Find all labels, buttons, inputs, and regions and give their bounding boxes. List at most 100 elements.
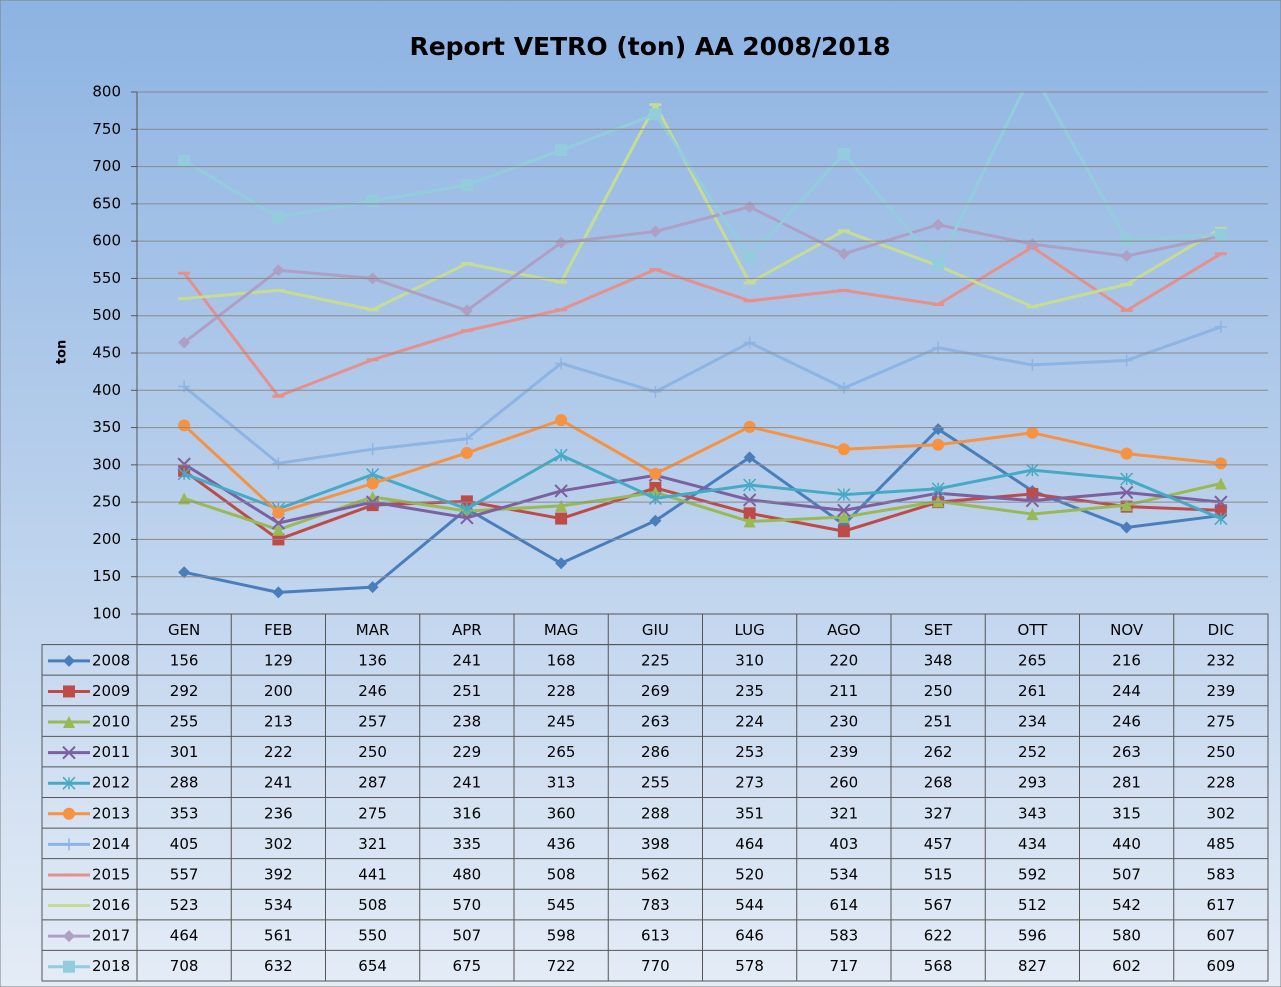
table-value: 351 xyxy=(735,804,764,822)
table-value: 246 xyxy=(358,682,387,700)
table-value: 353 xyxy=(170,804,199,822)
marker xyxy=(62,745,76,760)
x-tick-label: GEN xyxy=(168,621,200,639)
y-tick-label: 550 xyxy=(92,269,121,287)
marker xyxy=(272,457,285,470)
table-value: 583 xyxy=(830,927,859,945)
table-value: 168 xyxy=(547,651,576,669)
marker xyxy=(555,414,568,427)
x-tick-label: SET xyxy=(924,621,953,639)
marker xyxy=(178,419,191,432)
table-value: 250 xyxy=(924,682,953,700)
table-value: 246 xyxy=(1112,713,1141,731)
table-value: 287 xyxy=(358,774,387,792)
table-value: 327 xyxy=(924,804,953,822)
y-tick-label: 150 xyxy=(92,567,121,585)
y-tick-label: 300 xyxy=(92,455,121,473)
marker xyxy=(1026,426,1039,439)
table-value: 675 xyxy=(453,957,482,975)
marker xyxy=(554,448,568,462)
marker xyxy=(272,523,285,536)
table-value: 265 xyxy=(1018,651,1047,669)
table-value: 722 xyxy=(547,957,576,975)
marker xyxy=(177,467,191,481)
table-value: 632 xyxy=(264,957,293,975)
table-value: 129 xyxy=(264,651,293,669)
marker xyxy=(743,451,756,464)
marker xyxy=(649,108,662,121)
table-value: 545 xyxy=(547,896,576,914)
table-value: 508 xyxy=(547,865,576,883)
marker xyxy=(272,264,285,277)
marker xyxy=(554,484,568,498)
marker xyxy=(178,566,191,579)
legend-label: 2014 xyxy=(92,835,130,853)
marker xyxy=(649,514,662,527)
table-value: 222 xyxy=(264,743,293,761)
table-value: 257 xyxy=(358,713,387,731)
marker xyxy=(1120,250,1133,263)
marker xyxy=(742,493,757,507)
table-value: 293 xyxy=(1018,774,1047,792)
marker xyxy=(555,236,568,249)
table-value: 228 xyxy=(1207,774,1236,792)
table-value: 607 xyxy=(1207,927,1236,945)
marker xyxy=(460,304,473,317)
table-value: 617 xyxy=(1207,896,1236,914)
legend-label: 2013 xyxy=(92,804,130,822)
table-value: 343 xyxy=(1018,804,1047,822)
table-value: 310 xyxy=(735,651,764,669)
marker xyxy=(1214,512,1228,526)
marker xyxy=(837,247,850,260)
table-value: 550 xyxy=(358,927,387,945)
y-tick-label: 500 xyxy=(92,306,121,324)
table-value: 265 xyxy=(547,743,576,761)
marker xyxy=(63,838,75,851)
table-value: 292 xyxy=(170,682,199,700)
table-value: 520 xyxy=(735,865,764,883)
table-value: 241 xyxy=(453,651,482,669)
table-value: 250 xyxy=(1207,743,1236,761)
table-value: 313 xyxy=(547,774,576,792)
legend-label: 2012 xyxy=(92,774,130,792)
marker xyxy=(1120,499,1133,512)
table-value: 234 xyxy=(1018,713,1047,731)
table-value: 783 xyxy=(641,896,670,914)
marker xyxy=(63,685,75,698)
marker xyxy=(555,512,568,525)
x-tick-label: NOV xyxy=(1110,621,1144,639)
marker xyxy=(932,423,945,436)
marker xyxy=(271,516,286,530)
marker xyxy=(837,382,850,395)
marker xyxy=(1119,485,1134,500)
table-value: 348 xyxy=(924,651,953,669)
table-value: 654 xyxy=(358,957,387,975)
series-line xyxy=(183,103,1222,312)
marker xyxy=(1120,472,1134,486)
table-value: 255 xyxy=(170,713,199,731)
marker xyxy=(460,179,473,192)
table-value: 392 xyxy=(264,865,293,883)
marker xyxy=(1026,358,1039,371)
plot-area xyxy=(177,92,1228,599)
table-value: 213 xyxy=(264,713,293,731)
marker xyxy=(366,194,379,207)
legend-label: 2008 xyxy=(92,651,130,669)
series-line xyxy=(183,418,1222,515)
chart-title: Report VETRO (ton) AA 2008/2018 xyxy=(409,32,890,61)
table-value: 263 xyxy=(1112,743,1141,761)
table-value: 770 xyxy=(641,957,670,975)
marker xyxy=(932,218,945,231)
marker xyxy=(555,557,568,570)
table-value: 236 xyxy=(264,804,293,822)
table-value: 507 xyxy=(1112,865,1141,883)
table-value: 288 xyxy=(170,774,199,792)
marker xyxy=(178,154,191,167)
marker xyxy=(1120,447,1133,460)
table-value: 440 xyxy=(1112,835,1141,853)
table-value: 436 xyxy=(547,835,576,853)
marker xyxy=(1026,487,1039,500)
marker xyxy=(555,144,568,157)
table-value: 235 xyxy=(735,682,764,700)
x-tick-label: GIU xyxy=(642,621,669,639)
